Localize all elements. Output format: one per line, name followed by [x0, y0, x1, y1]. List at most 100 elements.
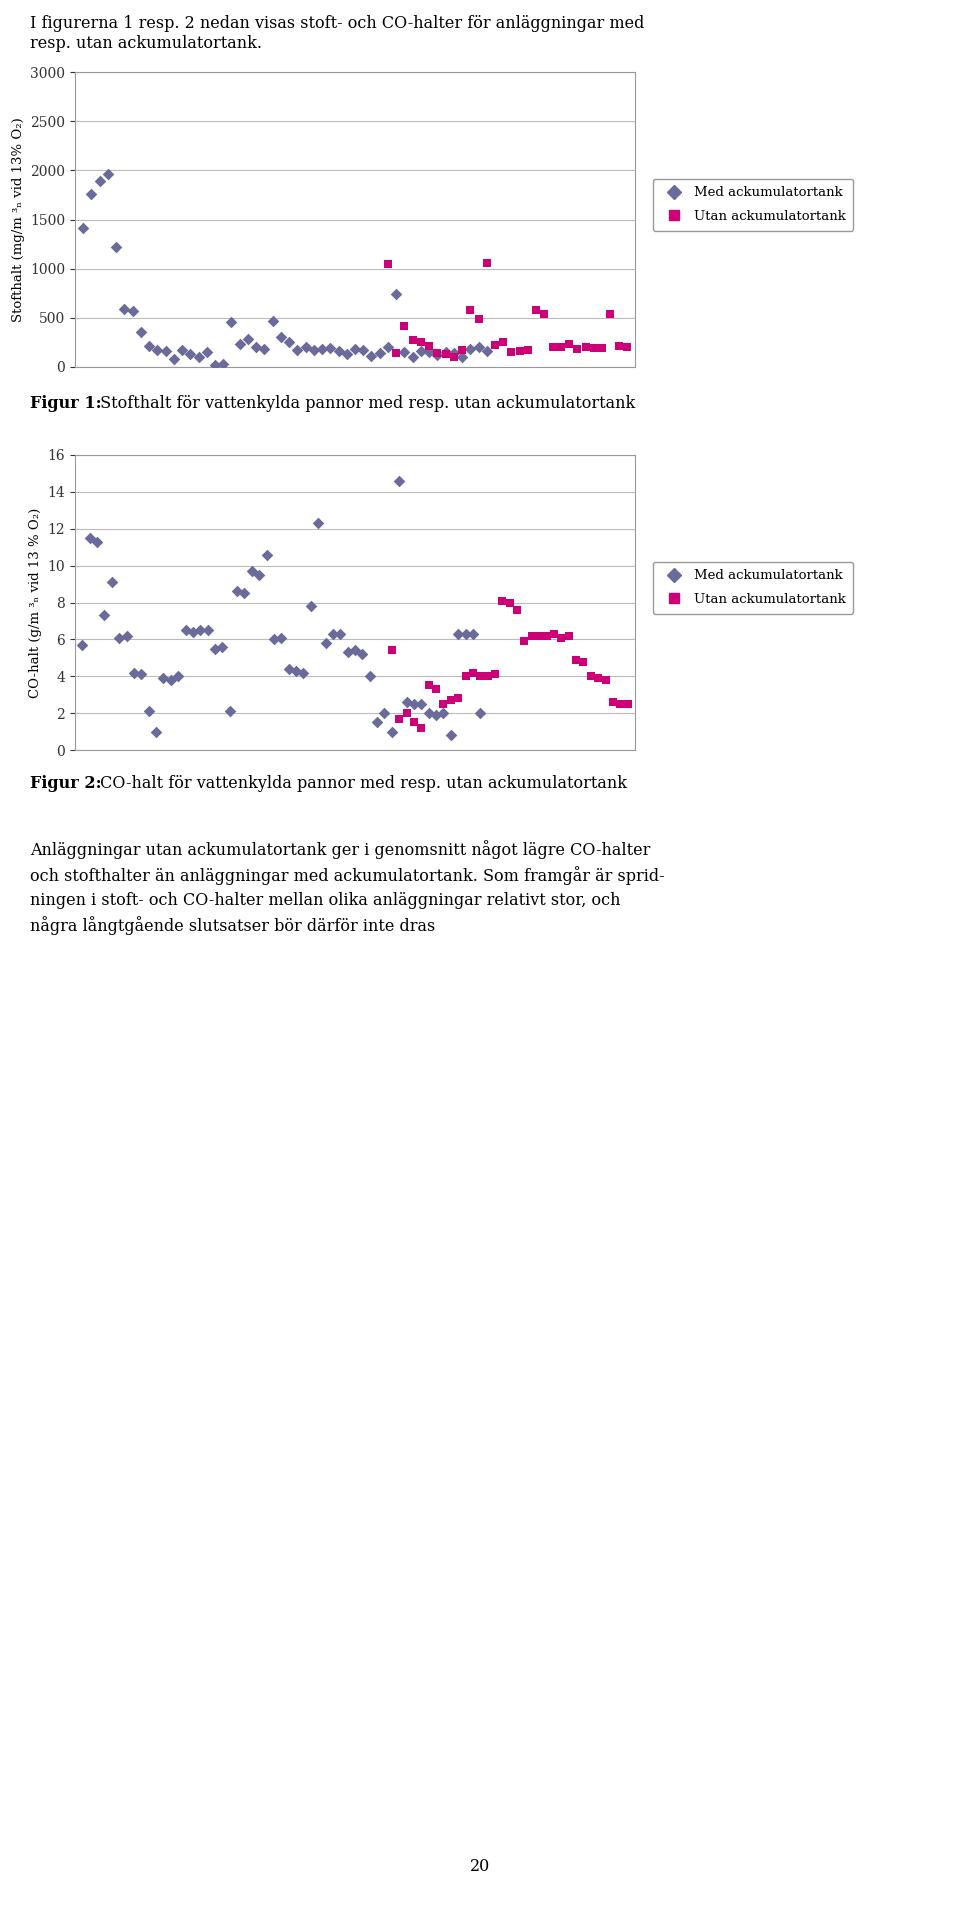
Point [405, 341, 420, 371]
Point [392, 703, 407, 733]
Point [458, 661, 473, 692]
Point [413, 335, 428, 366]
Point [376, 697, 392, 728]
Point [314, 333, 329, 364]
Point [576, 646, 591, 676]
Point [399, 688, 415, 718]
Point [546, 619, 562, 650]
Point [207, 632, 223, 663]
Point [237, 577, 252, 608]
Point [620, 690, 636, 720]
Point [562, 330, 577, 360]
Point [288, 655, 303, 686]
Point [331, 335, 347, 366]
Point [252, 560, 267, 591]
Point [537, 299, 552, 330]
Point [380, 248, 396, 278]
Point [296, 657, 311, 688]
Point [339, 339, 354, 370]
Point [444, 686, 459, 716]
Point [406, 690, 421, 720]
Point [92, 166, 108, 196]
Point [207, 351, 223, 381]
Text: I figurerna 1 resp. 2 nedan visas stoft- och CO-halter för anläggningar med
resp: I figurerna 1 resp. 2 nedan visas stoft-… [30, 15, 644, 51]
Point [303, 591, 319, 621]
Point [105, 568, 120, 598]
Point [259, 539, 275, 570]
Point [166, 345, 181, 375]
Point [446, 337, 462, 368]
Point [171, 661, 186, 692]
Point [421, 331, 437, 362]
Point [156, 663, 171, 693]
Point [479, 248, 494, 278]
Point [396, 337, 412, 368]
Point [84, 179, 99, 210]
Legend: Med ackumulatortank, Utan ackumulatortank: Med ackumulatortank, Utan ackumulatortan… [653, 562, 853, 613]
Point [111, 623, 127, 653]
Point [598, 665, 613, 695]
Point [430, 337, 445, 368]
Point [494, 585, 510, 615]
Point [133, 316, 149, 347]
Point [488, 659, 503, 690]
Point [274, 322, 289, 352]
Point [553, 331, 568, 362]
Point [504, 337, 519, 368]
Point [619, 331, 635, 362]
Point [191, 341, 206, 371]
Point [89, 526, 105, 556]
Point [406, 707, 421, 737]
Point [488, 330, 503, 360]
Point [229, 575, 245, 606]
Text: Figur 2:: Figur 2: [30, 775, 102, 792]
Point [364, 341, 379, 371]
Point [532, 621, 547, 652]
Point [325, 619, 341, 650]
Point [587, 333, 602, 364]
Point [193, 615, 208, 646]
Point [520, 335, 536, 366]
Point [298, 331, 313, 362]
Point [389, 278, 404, 309]
Text: Figur 1:: Figur 1: [30, 394, 102, 411]
Point [454, 335, 469, 366]
Point [568, 644, 584, 674]
Point [249, 331, 264, 362]
Point [119, 621, 134, 652]
Point [470, 331, 486, 362]
Point [244, 556, 259, 587]
Point [281, 653, 297, 684]
Text: 20: 20 [469, 1857, 491, 1875]
Y-axis label: CO-halt (g/m ³ₙ vid 13 % O₂): CO-halt (g/m ³ₙ vid 13 % O₂) [29, 507, 42, 697]
Point [510, 594, 525, 625]
Point [450, 684, 466, 714]
Text: Stofthalt för vattenkylda pannor med resp. utan ackumulatortank: Stofthalt för vattenkylda pannor med res… [95, 394, 636, 411]
Point [472, 661, 488, 692]
Point [75, 631, 90, 661]
Point [454, 341, 469, 371]
Point [224, 307, 239, 337]
Point [149, 716, 164, 747]
Legend: Med ackumulatortank, Utan ackumulatortank: Med ackumulatortank, Utan ackumulatortan… [653, 179, 853, 231]
Point [444, 720, 459, 751]
Point [216, 349, 231, 379]
Point [611, 331, 626, 362]
Point [340, 636, 355, 667]
Point [82, 522, 97, 552]
Point [438, 337, 453, 368]
Point [529, 295, 544, 326]
Point [436, 690, 451, 720]
Point [539, 621, 554, 652]
Point [200, 615, 215, 646]
Point [182, 339, 198, 370]
Point [384, 716, 399, 747]
Point [274, 623, 289, 653]
Point [458, 619, 473, 650]
Point [215, 632, 230, 663]
Point [438, 339, 453, 370]
Point [178, 615, 193, 646]
Point [354, 638, 370, 669]
Point [281, 328, 297, 358]
Point [603, 299, 618, 330]
